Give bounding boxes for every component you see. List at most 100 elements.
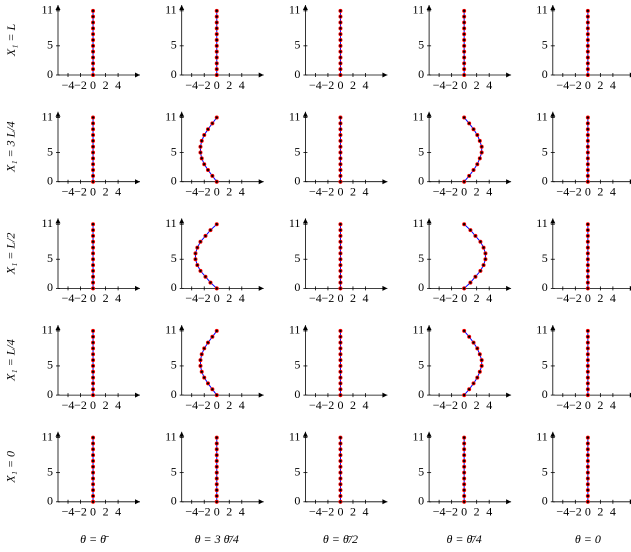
data-point (198, 239, 203, 244)
x-tick-label: −4 (433, 78, 446, 92)
data-point (467, 121, 472, 126)
data-point (585, 393, 590, 398)
data-point (338, 482, 343, 487)
data-point (91, 435, 96, 440)
data-point (214, 73, 219, 78)
data-point (338, 73, 343, 78)
x-tick-label: −4 (309, 184, 322, 198)
x-tick-label: 4 (362, 184, 368, 198)
data-point (338, 352, 343, 357)
data-point (338, 115, 343, 120)
data-point (585, 488, 590, 493)
data-point (199, 156, 204, 161)
x-tick-label: 2 (226, 291, 232, 305)
data-point (478, 239, 483, 244)
x-tick-label: 4 (610, 398, 616, 412)
x-axis-arrow (506, 392, 512, 398)
row-label: X₁ = 3 L/4 (4, 121, 18, 173)
data-point (479, 358, 484, 363)
data-point (338, 121, 343, 126)
data-point (91, 32, 96, 37)
x-tick-label: −2 (569, 78, 582, 92)
x-tick-label: 0 (214, 291, 220, 305)
y-axis-arrow (179, 111, 185, 117)
data-point (462, 393, 467, 398)
y-tick-label: 5 (294, 144, 300, 158)
data-point (210, 173, 215, 178)
data-point (585, 493, 590, 498)
x-tick-label: 0 (337, 184, 343, 198)
y-tick-label: 11 (536, 3, 548, 17)
data-point (585, 369, 590, 374)
data-point (338, 441, 343, 446)
x-tick-label: 4 (239, 505, 245, 519)
y-tick-label: 5 (47, 38, 53, 52)
data-point (91, 55, 96, 60)
data-point (338, 173, 343, 178)
y-tick-label: 11 (289, 109, 301, 123)
data-point (91, 115, 96, 120)
x-tick-label: 4 (115, 398, 121, 412)
data-point (91, 20, 96, 25)
data-point (338, 61, 343, 66)
data-point (214, 458, 219, 463)
x-tick-label: 4 (610, 184, 616, 198)
x-tick-label: −2 (198, 78, 211, 92)
y-tick-label: 0 (418, 173, 424, 187)
x-tick-label: −4 (185, 398, 198, 412)
x-tick-label: 4 (362, 291, 368, 305)
x-axis-arrow (135, 72, 140, 78)
data-point (338, 43, 343, 48)
x-axis-arrow (506, 285, 512, 291)
data-point (585, 328, 590, 333)
data-point (338, 268, 343, 273)
y-tick-label: 0 (542, 280, 548, 294)
y-tick-label: 11 (41, 216, 53, 230)
data-point (338, 179, 343, 184)
x-tick-label: 0 (90, 505, 96, 519)
x-tick-label: 4 (362, 78, 368, 92)
y-tick-label: 0 (171, 280, 177, 294)
data-point (214, 38, 219, 43)
y-axis-arrow (550, 111, 556, 117)
data-point (91, 363, 96, 368)
data-point (338, 133, 343, 138)
x-tick-label: −2 (74, 184, 87, 198)
x-tick-label: −4 (309, 505, 322, 519)
data-point (483, 257, 488, 262)
data-point (91, 447, 96, 452)
y-tick-label: 11 (289, 323, 301, 337)
x-tick-label: 0 (214, 505, 220, 519)
y-tick-label: 11 (165, 216, 177, 230)
data-point (193, 251, 198, 256)
data-point (475, 375, 480, 380)
x-tick-label: 4 (486, 291, 492, 305)
data-point (214, 482, 219, 487)
x-tick-label: −4 (556, 78, 569, 92)
x-tick-label: 2 (103, 398, 109, 412)
x-tick-label: −2 (445, 184, 458, 198)
data-point (91, 173, 96, 178)
y-tick-label: 0 (47, 67, 53, 81)
data-point (214, 447, 219, 452)
data-point (338, 470, 343, 475)
data-point (477, 138, 482, 143)
data-point (203, 274, 208, 279)
data-point (585, 14, 590, 19)
data-point (585, 280, 590, 285)
data-point (205, 381, 210, 386)
x-tick-label: 4 (610, 78, 616, 92)
data-point (214, 26, 219, 31)
data-point (338, 447, 343, 452)
data-point (91, 334, 96, 339)
data-point (585, 340, 590, 345)
data-point (338, 358, 343, 363)
data-point (585, 251, 590, 256)
data-point (585, 387, 590, 392)
x-tick-label: 4 (239, 291, 245, 305)
data-point (585, 162, 590, 167)
x-tick-label: −2 (322, 291, 335, 305)
data-point (338, 162, 343, 167)
x-tick-label: 0 (90, 398, 96, 412)
data-point (462, 464, 467, 469)
